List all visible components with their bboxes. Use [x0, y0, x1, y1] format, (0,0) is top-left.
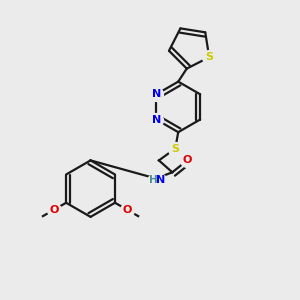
- Text: N: N: [152, 115, 161, 124]
- Text: H: H: [148, 175, 157, 185]
- Text: S: S: [171, 143, 179, 154]
- Text: S: S: [205, 52, 213, 62]
- Text: O: O: [182, 155, 192, 165]
- Text: O: O: [49, 205, 58, 215]
- Text: N: N: [156, 175, 165, 185]
- Text: O: O: [123, 205, 132, 215]
- Text: N: N: [152, 89, 161, 99]
